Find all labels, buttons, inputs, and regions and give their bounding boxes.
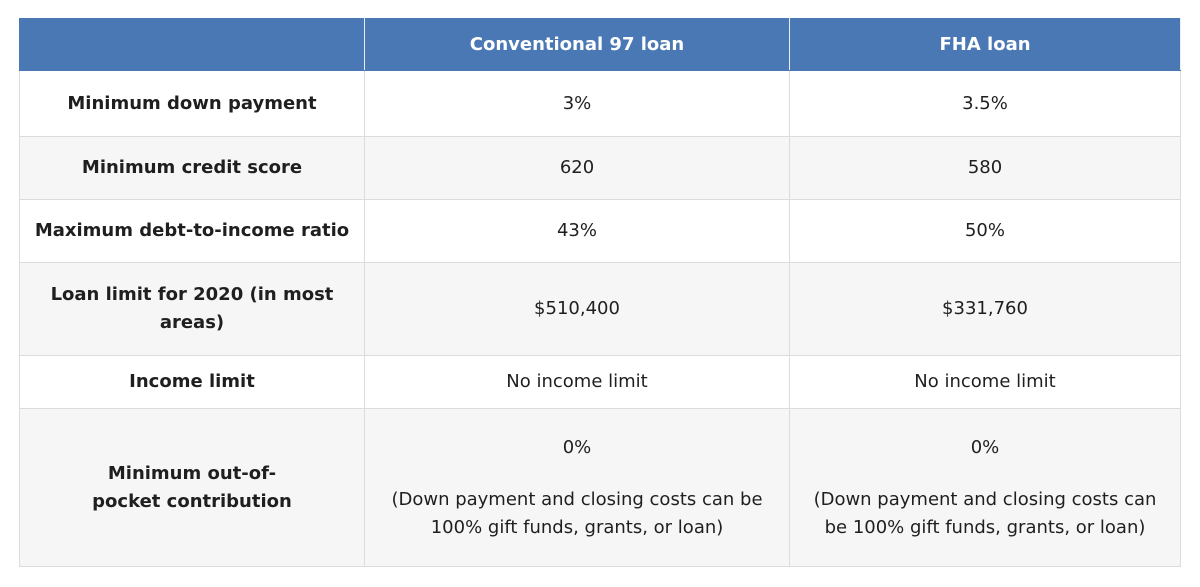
header-cell: Conventional 97 loan: [364, 18, 790, 71]
cell: 3%: [364, 70, 790, 137]
cell-value: 0%: [970, 436, 1000, 458]
cell-value: 0%: [562, 436, 592, 458]
cell: 0% (Down payment and closing costs can b…: [364, 408, 790, 567]
row: Maximum debt-to-income ratio 43% 50%: [19, 199, 1181, 263]
row-label: Minimum out-of-pocket contribution: [19, 408, 365, 567]
row-label: Minimum credit score: [19, 136, 365, 200]
row-label: Income limit: [19, 355, 365, 409]
cell: 580: [789, 136, 1181, 200]
header-row: Conventional 97 loan FHA loan: [19, 18, 1181, 71]
cell: 620: [364, 136, 790, 200]
comparison-table: Conventional 97 loan FHA loan Minimum do…: [19, 18, 1181, 567]
cell: 43%: [364, 199, 790, 263]
row: Loan limit for 2020 (in most areas) $510…: [19, 262, 1181, 356]
row-label: Maximum debt-to-income ratio: [19, 199, 365, 263]
cell: No income limit: [789, 355, 1181, 409]
row: Minimum down payment 3% 3.5%: [19, 70, 1181, 137]
cell: 50%: [789, 199, 1181, 263]
cell: 3.5%: [789, 70, 1181, 137]
cell: No income limit: [364, 355, 790, 409]
row: Income limit No income limit No income l…: [19, 355, 1181, 409]
cell: 0% (Down payment and closing costs can b…: [789, 408, 1181, 567]
header-cell: FHA loan: [789, 18, 1181, 71]
cell: $331,760: [789, 262, 1181, 356]
row: Minimum out-of-pocket contribution 0% (D…: [19, 408, 1181, 567]
row-label: Loan limit for 2020 (in most areas): [19, 262, 365, 356]
cell-note: (Down payment and closing costs can be 1…: [813, 488, 1157, 538]
header-cell: [19, 18, 365, 71]
row-label: Minimum down payment: [19, 70, 365, 137]
cell-note: (Down payment and closing costs can be 1…: [391, 488, 763, 538]
cell: $510,400: [364, 262, 790, 356]
row: Minimum credit score 620 580: [19, 136, 1181, 200]
